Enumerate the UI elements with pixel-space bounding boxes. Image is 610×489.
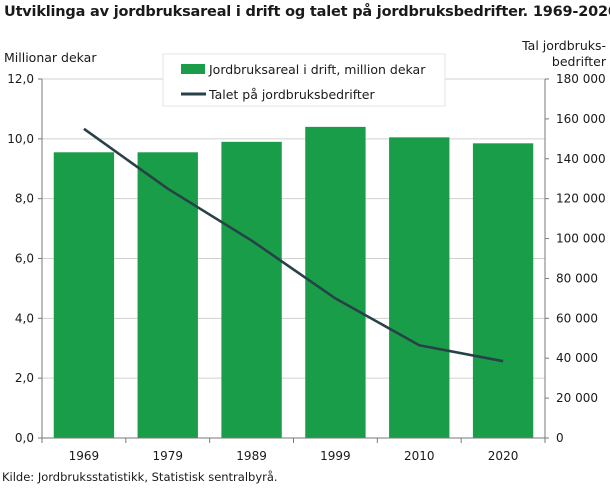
left-tick-label: 4,0: [15, 311, 34, 325]
gridlines: [42, 78, 545, 379]
x-tick-label: 2020: [488, 449, 519, 463]
bar-1969: [53, 152, 115, 438]
line-bedrifter: [83, 127, 504, 363]
left-tick-label: 12,0: [7, 72, 34, 86]
tick-labels: 0,0 2,0 4,0 6,0 8,0 10,0 12,0 0 20 000 40 000 60 0…: [7, 72, 605, 463]
line-series: [83, 127, 504, 363]
legend: Jordbruksareal i drift, million dekar Ta…: [162, 53, 446, 107]
right-tick-label: 20 000: [556, 391, 598, 405]
right-tick-label: 80 000: [556, 271, 598, 285]
x-tick-label: 2010: [404, 449, 435, 463]
left-tick-label: 2,0: [15, 371, 34, 385]
legend-bar-label: Jordbruksareal i drift, million dekar: [208, 62, 426, 77]
x-tick-label: 1979: [152, 449, 183, 463]
left-tick-label: 8,0: [15, 192, 34, 206]
legend-line-label: Talet på jordbruksbedrifter: [208, 87, 375, 102]
left-tick-label: 6,0: [15, 252, 34, 266]
bar-2010: [389, 137, 450, 438]
right-axis-label-line2: bedrifter: [552, 54, 607, 69]
left-axis-label: Millionar dekar: [4, 50, 97, 65]
left-tick-label: 10,0: [7, 132, 34, 146]
x-tick-label: 1999: [320, 449, 351, 463]
right-tick-label: 60 000: [556, 311, 598, 325]
x-tick-label: 1969: [69, 449, 100, 463]
bar-1979: [137, 152, 198, 438]
bar-1989: [221, 141, 282, 438]
right-tick-label: 140 000: [556, 152, 606, 166]
chart-title: Utviklinga av jordbruksareal i drift og …: [4, 4, 610, 20]
right-tick-label: 0: [556, 431, 564, 445]
bar-1999: [305, 126, 366, 438]
right-tick-label: 160 000: [556, 112, 606, 126]
legend-box: [162, 53, 446, 107]
right-tick-label: 180 000: [556, 72, 606, 86]
right-axis-label: Tal jordbruks-: [521, 38, 606, 53]
x-tick-label: 1989: [236, 449, 267, 463]
bar-2020: [472, 143, 534, 438]
right-tick-label: 100 000: [556, 232, 606, 246]
axes: [38, 78, 549, 443]
source-note: Kilde: Jordbruksstatistikk, Statistisk s…: [2, 470, 278, 484]
right-tick-label: 40 000: [556, 351, 598, 365]
left-tick-label: 0,0: [15, 431, 34, 445]
bar-series: [53, 126, 534, 438]
right-tick-label: 120 000: [556, 192, 606, 206]
legend-bar-swatch: [181, 64, 205, 74]
